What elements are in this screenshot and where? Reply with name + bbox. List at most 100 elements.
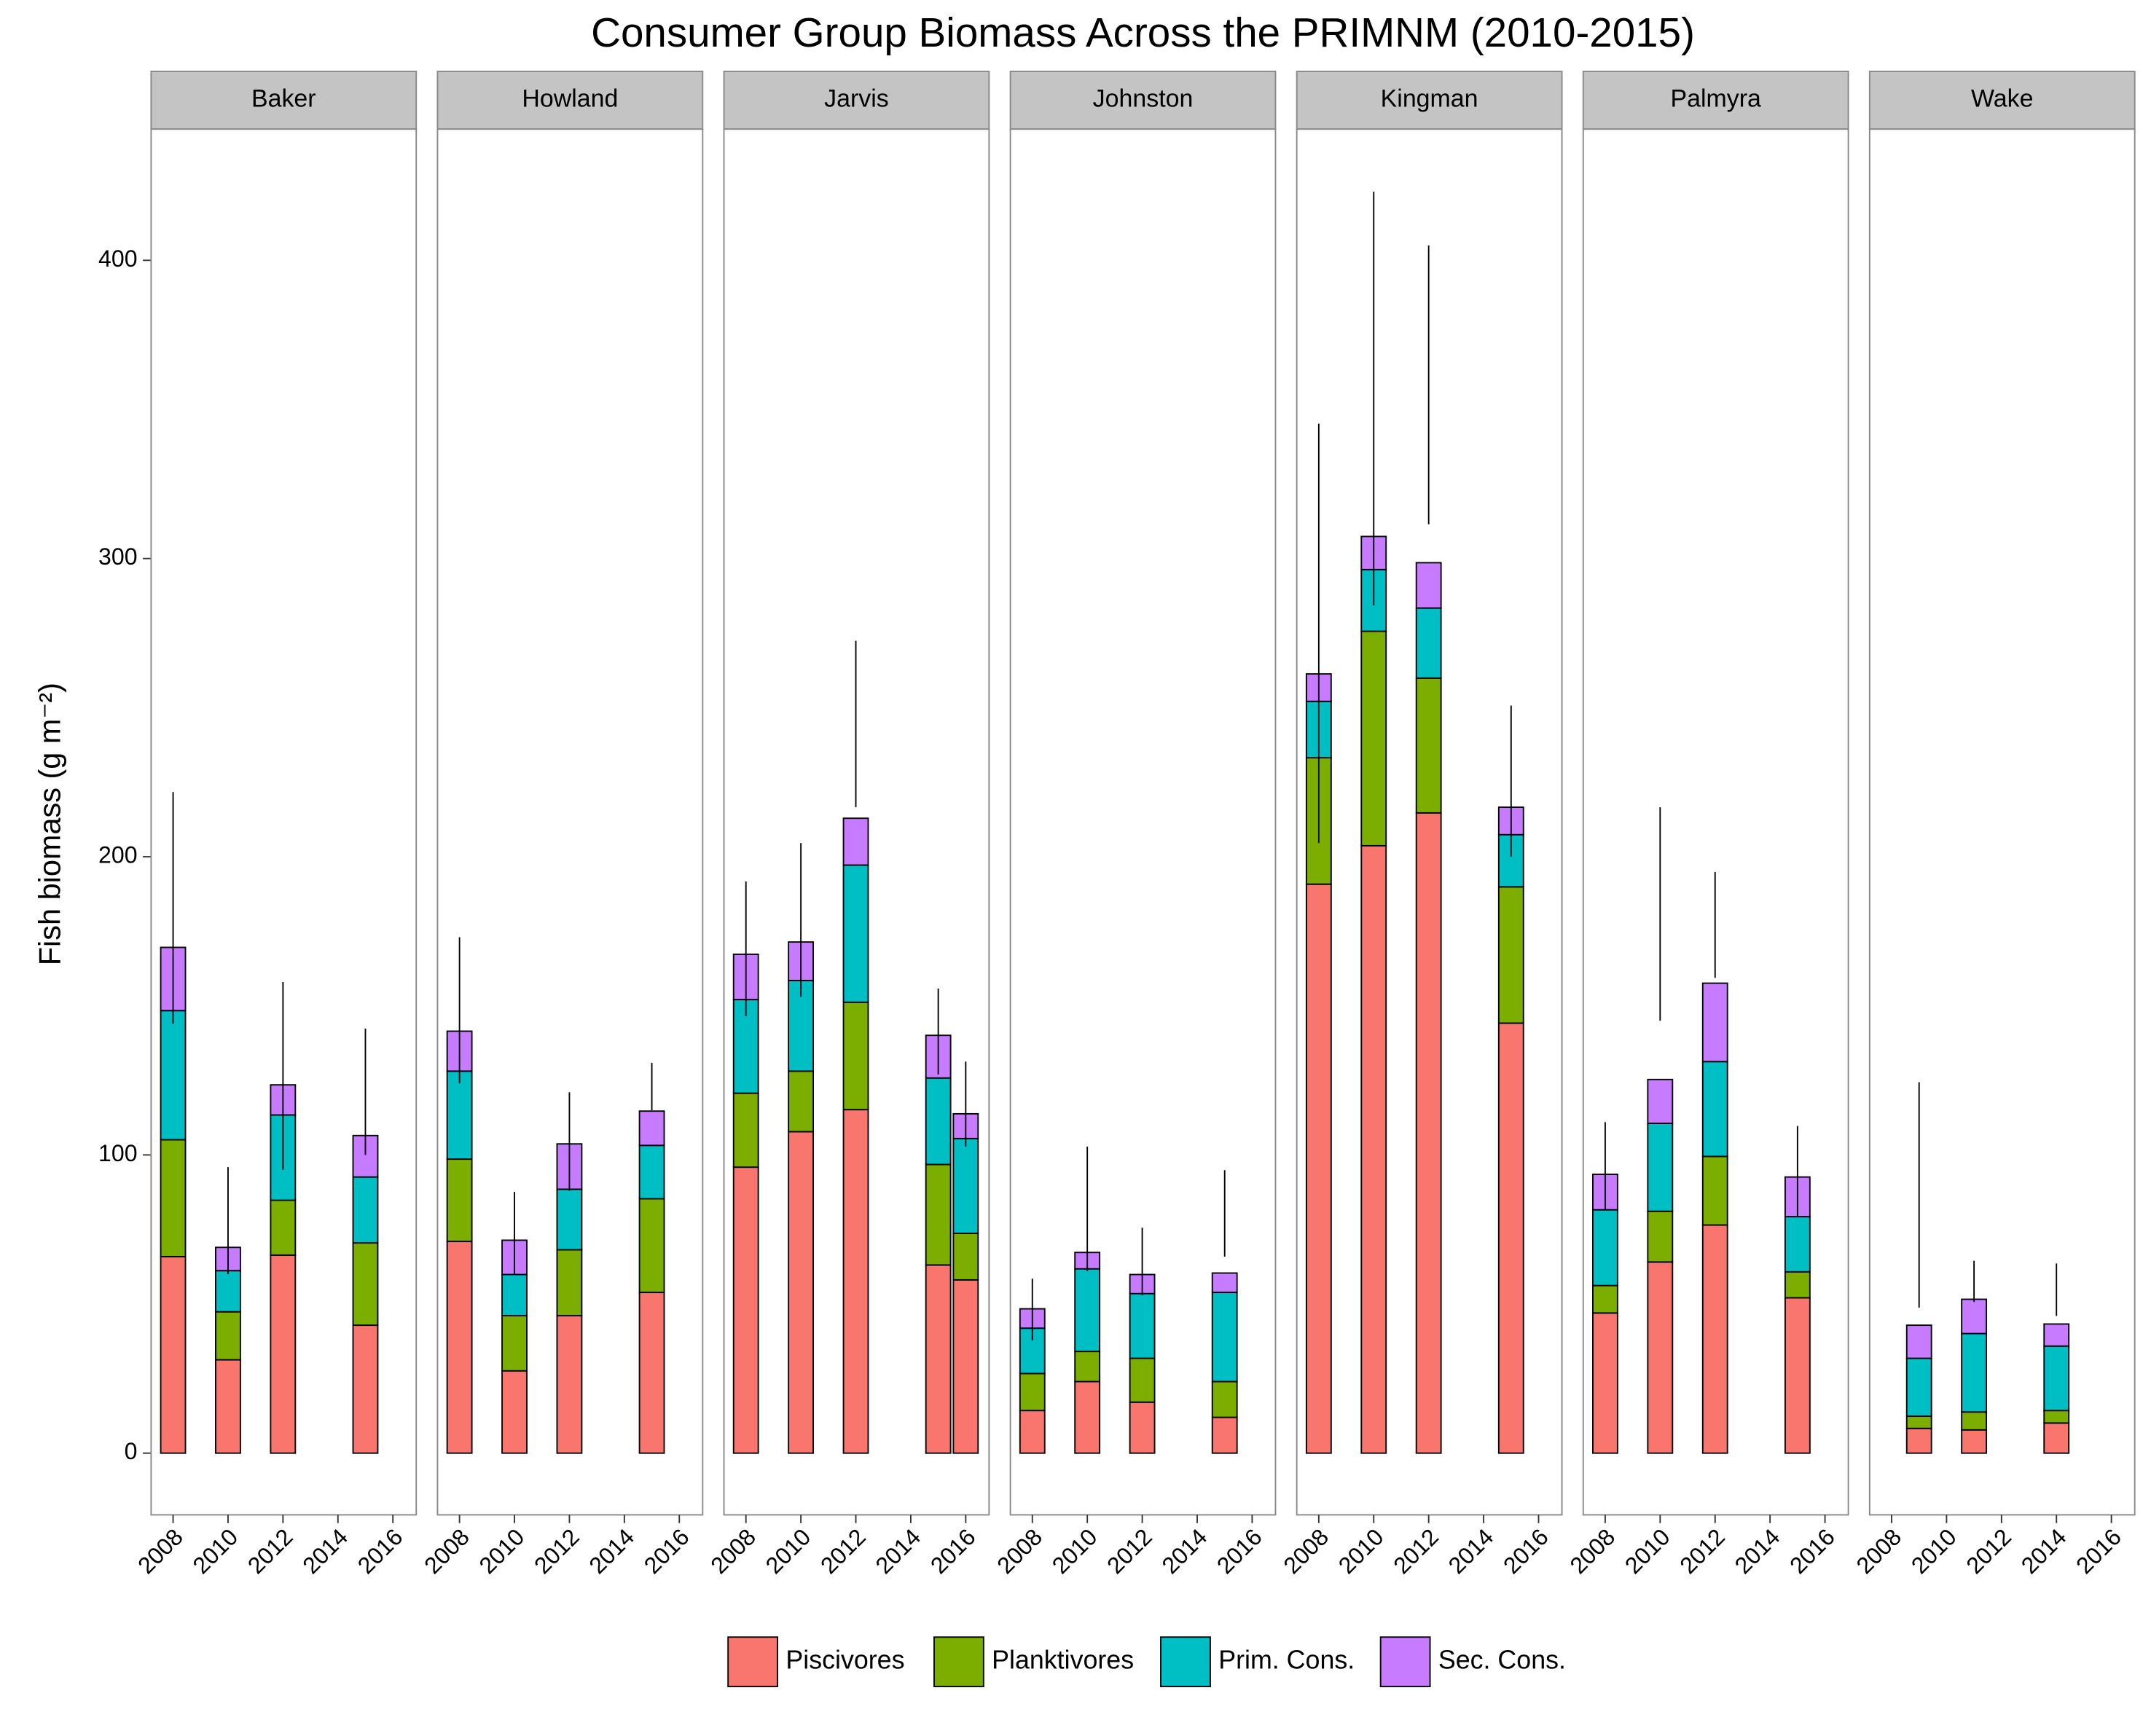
x-tick-label: 2016 [925,1523,981,1579]
legend-label: Prim. Cons. [1218,1646,1355,1675]
legend-item: Prim. Cons. [1160,1636,1355,1688]
bar-segment [842,1109,869,1454]
bar-segment [1019,1372,1046,1412]
x-tick-label: 2014 [2016,1523,2072,1579]
bar-segment [1497,886,1524,1024]
panel [1868,128,2136,1516]
x-tick-label: 2016 [353,1523,408,1579]
legend-swatch [1379,1636,1431,1688]
bar-segment [1905,1357,1932,1417]
bar-segment [160,1010,187,1141]
bar-segment [1647,1261,1674,1454]
bar-segment [352,1176,379,1244]
legend-swatch [933,1636,984,1688]
bar-segment [1701,982,1728,1063]
bar-segment [1305,883,1332,1454]
bar-segment [2043,1323,2070,1347]
bar-segment [1647,1210,1674,1263]
bar-segment [788,1070,815,1133]
bar-segment [1129,1292,1156,1359]
y-axis-label: Fish biomass (g m⁻²) [33,683,67,965]
bar-segment [1701,1224,1728,1454]
bar-segment [1784,1270,1811,1299]
x-tick-label: 2012 [815,1523,871,1579]
bar-segment [1961,1298,1988,1335]
bar-segment [638,1144,665,1200]
x-tick-label: 2016 [1212,1523,1267,1579]
bar-segment [1415,607,1442,679]
x-tick-label: 2014 [1730,1523,1785,1579]
bar-segment [446,1158,473,1243]
bar-segment [925,1264,952,1454]
bar-segment [1211,1292,1238,1383]
x-tick-label: 2008 [992,1523,1047,1579]
x-tick-label: 2014 [297,1523,353,1579]
x-tick-label: 2010 [761,1523,816,1579]
strip [1009,71,1277,130]
bar-segment [160,1256,187,1454]
x-tick-label: 2010 [1906,1523,1962,1579]
strip-label: Jarvis [824,85,889,113]
bar-segment [215,1270,241,1313]
x-tick-label: 2012 [1102,1523,1157,1579]
bar-segment [1701,1061,1728,1158]
bar-segment [2043,1422,2070,1454]
bar-segment [1360,844,1387,1454]
bar-segment [556,1188,583,1251]
bar-segment [1211,1380,1238,1418]
legend-item: Planktivores [933,1636,1134,1688]
bar-segment [1592,1284,1618,1314]
x-tick-label: 2010 [1620,1523,1675,1579]
x-tick-label: 2008 [419,1523,474,1579]
bar-segment [732,1092,759,1169]
strip [1868,71,2136,130]
bar-segment [1784,1216,1811,1273]
bar-segment [842,1001,869,1111]
y-tick-label: 200 [98,842,137,868]
bar-segment [842,864,869,1003]
bar-segment [501,1315,528,1372]
bar-segment [1592,1209,1618,1287]
x-tick-label: 2008 [1278,1523,1333,1579]
bar-segment [1961,1429,1988,1454]
bar-segment [215,1359,241,1454]
x-tick-label: 2012 [529,1523,584,1579]
x-tick-label: 2010 [1047,1523,1102,1579]
bar-segment [638,1292,665,1454]
legend-item: Sec. Cons. [1379,1636,1566,1688]
bar-segment [925,1163,952,1266]
x-tick-label: 2012 [1388,1523,1443,1579]
x-tick-label: 2008 [1852,1523,1907,1579]
legend-label: Planktivores [992,1646,1134,1675]
bar-segment [1211,1416,1238,1454]
bar-segment [842,817,869,866]
x-tick-label: 2016 [2071,1523,2126,1579]
bar-segment [352,1242,379,1327]
bar-segment [1129,1357,1156,1403]
bar-segment [1905,1427,1932,1454]
bar-segment [446,1070,473,1160]
x-tick-label: 2016 [1784,1523,1840,1579]
bar-segment [638,1198,665,1294]
strip [1582,71,1849,130]
bar-segment [556,1315,583,1454]
bar-segment [1647,1123,1674,1212]
bar-segment [1074,1268,1101,1353]
bar-segment [952,1137,979,1234]
strip-label: Johnston [1093,85,1194,113]
x-tick-label: 2008 [1564,1523,1620,1579]
bar-segment [352,1324,379,1454]
strip [150,71,418,130]
bar-segment [1019,1410,1046,1454]
strip [723,71,990,130]
bar-segment [2043,1410,2070,1424]
bar-segment [160,1139,187,1257]
x-tick-label: 2010 [474,1523,530,1579]
bar-segment [638,1110,665,1147]
legend-swatch [727,1636,778,1688]
bar-segment [788,1131,815,1454]
bar-segment [446,1241,473,1454]
x-tick-label: 2012 [1961,1523,2016,1579]
bar-segment [925,1077,952,1166]
